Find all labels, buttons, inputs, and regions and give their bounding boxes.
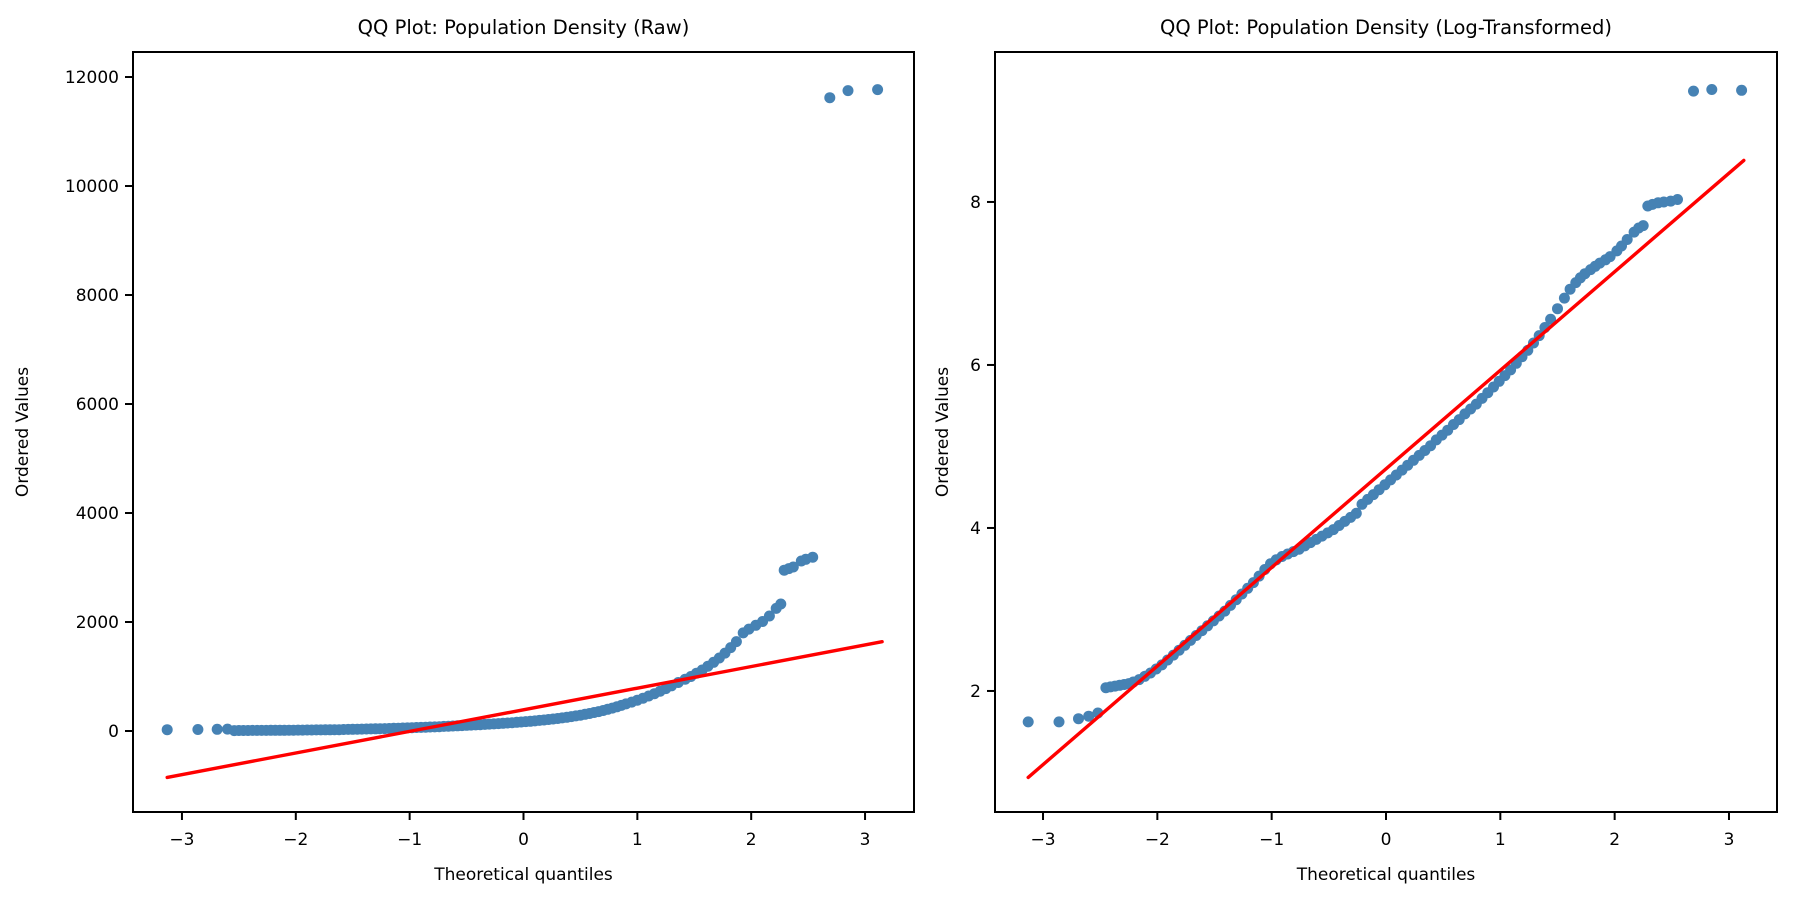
right-qq-point xyxy=(1637,220,1649,232)
left-qq-scatter-points xyxy=(161,84,884,737)
left-y-axis-label: Ordered Values xyxy=(13,367,33,497)
right-y-tick-label: 4 xyxy=(970,519,981,539)
left-y-tick-label: 8000 xyxy=(76,286,119,306)
right-x-tick-label: 3 xyxy=(1724,830,1735,850)
left-qq-point xyxy=(842,85,854,97)
left-y-tick-label: 6000 xyxy=(76,395,119,415)
left-x-tick-label: 3 xyxy=(860,830,871,850)
left-x-axis-label: Theoretical quantiles xyxy=(433,865,613,885)
left-x-tick-label: 2 xyxy=(746,830,757,850)
right-x-tick-label: 1 xyxy=(1495,830,1506,850)
right-y-tick-label: 6 xyxy=(970,356,981,376)
right-x-axis-label: Theoretical quantiles xyxy=(1296,865,1476,885)
left-y-tick-label: 2000 xyxy=(76,613,119,633)
right-qq-point xyxy=(1022,716,1034,728)
right-fit-line xyxy=(1026,158,1746,780)
right-x-tick-label: −2 xyxy=(1145,830,1170,850)
right-qq-point xyxy=(1350,507,1362,519)
right-qq-point xyxy=(1073,713,1084,725)
left-qq-point xyxy=(775,598,787,610)
right-qq-subplot: −3 −2 −1 0 1 2 3 2 4 6 8 QQ Plot: Population Densit… xyxy=(933,16,1778,885)
left-qq-point xyxy=(787,561,799,573)
right-qq-point xyxy=(1621,234,1633,245)
left-axes-spines xyxy=(132,51,915,813)
left-y-tick-label: 0 xyxy=(108,722,119,742)
right-qq-point xyxy=(1558,292,1570,304)
right-axes-spines xyxy=(994,51,1778,813)
left-qq-point xyxy=(192,724,204,735)
left-qq-point xyxy=(763,610,775,622)
right-qq-point xyxy=(1736,84,1748,96)
left-x-tick-label: −1 xyxy=(397,830,422,850)
right-qq-point xyxy=(1552,303,1563,315)
right-qq-point xyxy=(1706,84,1718,95)
right-qq-point xyxy=(1672,194,1683,205)
left-x-tick-label: −2 xyxy=(283,830,308,850)
left-qq-point xyxy=(161,724,173,736)
left-x-tick-label: −3 xyxy=(169,830,194,850)
left-qq-point xyxy=(730,636,742,648)
right-x-tick-label: −1 xyxy=(1259,830,1284,850)
left-qq-point xyxy=(211,723,223,735)
left-y-tick-label: 4000 xyxy=(76,504,119,524)
right-x-tick-label: 0 xyxy=(1381,830,1392,850)
left-plot-title: QQ Plot: Population Density (Raw) xyxy=(358,16,690,39)
right-y-axis-label: Ordered Values xyxy=(933,367,953,497)
left-x-tick-label: 0 xyxy=(518,830,529,850)
left-qq-subplot: −3 −2 −1 0 1 2 3 0 2000 4000 6000 8000 10000 12000 QQ … xyxy=(13,16,915,885)
right-qq-point xyxy=(1688,85,1699,97)
right-y-tick-label: 8 xyxy=(970,193,981,213)
left-qq-point xyxy=(824,92,836,104)
left-qq-point xyxy=(872,84,884,96)
right-x-tick-label: 2 xyxy=(1609,830,1620,850)
left-x-tick-label: 1 xyxy=(632,830,643,850)
left-y-tick-label: 10000 xyxy=(65,177,119,197)
right-x-tick-label: −3 xyxy=(1030,830,1055,850)
right-y-tick-label: 2 xyxy=(970,682,981,702)
right-qq-scatter-points xyxy=(1022,84,1748,728)
left-fit-line xyxy=(165,640,884,780)
right-qq-point xyxy=(1545,313,1557,325)
right-qq-point xyxy=(1083,710,1095,722)
left-y-tick-label: 12000 xyxy=(65,68,119,88)
right-qq-point xyxy=(1053,716,1065,728)
right-plot-title: QQ Plot: Population Density (Log-Transfo… xyxy=(1160,16,1612,39)
left-qq-point xyxy=(807,551,819,563)
